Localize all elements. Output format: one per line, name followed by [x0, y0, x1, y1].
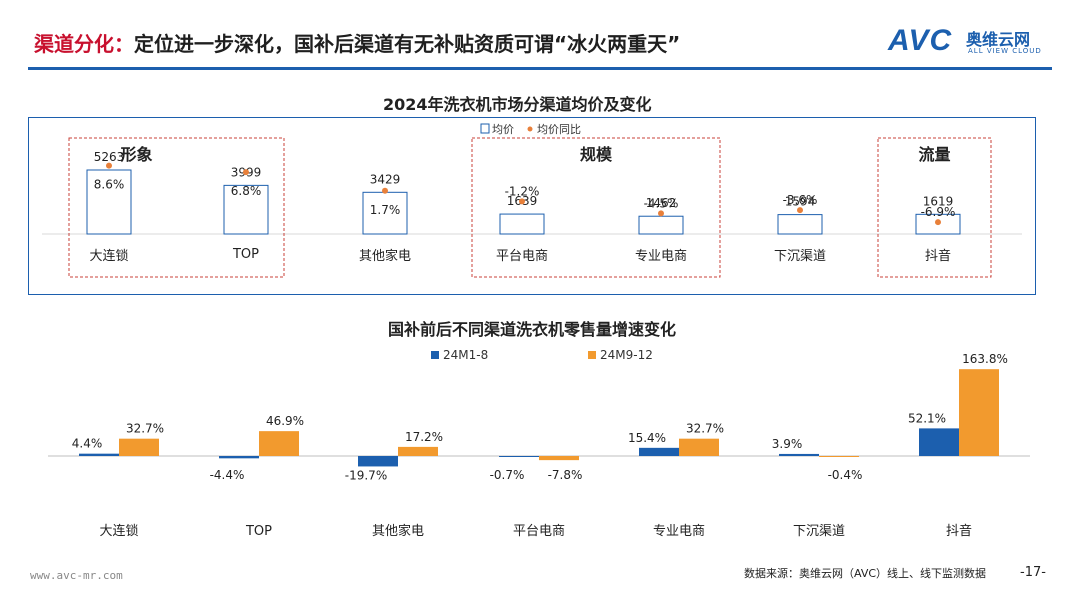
bar-24m1-8: [639, 447, 679, 456]
value-label: 163.8%: [962, 352, 1008, 366]
slide-title: 渠道分化：定位进一步深化，国补后渠道有无补贴资质可谓“冰火两重天”: [34, 28, 680, 57]
footer-url: www.avc-mr.com: [30, 569, 123, 582]
legend-label: 24M1-8: [443, 348, 488, 362]
category-label: 专业电商: [653, 524, 705, 539]
page-number: -17-: [1020, 565, 1046, 580]
price-bar: [223, 184, 269, 235]
legend-swatch: [480, 123, 490, 134]
legend-swatch: [588, 351, 596, 359]
category-label: 其他家电: [372, 523, 424, 539]
value-label: 4.4%: [72, 437, 103, 451]
category-label: 平台电商: [496, 249, 548, 264]
chart1-title: 2024年洗衣机市场分渠道均价及变化: [383, 95, 652, 114]
logo-mark: AVC: [888, 24, 953, 57]
bar-24m9-12: [539, 456, 579, 461]
yoy-dot: [797, 207, 803, 214]
slide-header: 渠道分化：定位进一步深化，国补后渠道有无补贴资质可谓“冰火两重天” AVC 奥维…: [0, 0, 1080, 70]
price-value-label: 1462: [646, 196, 677, 210]
value-label: 17.2%: [405, 430, 443, 444]
value-label: -0.7%: [490, 468, 525, 482]
category-label: 抖音: [925, 248, 951, 264]
value-label: 32.7%: [686, 422, 724, 436]
footer-source: 数据来源：奥维云网（AVC）线上、线下监测数据: [744, 567, 987, 580]
bar-24m9-12: [959, 369, 999, 456]
yoy-value-label: -4.5%: [644, 196, 679, 210]
yoy-dot: [243, 169, 249, 176]
legend-swatch: [431, 351, 439, 359]
price-value-label: 1619: [923, 194, 954, 208]
yoy-dot: [935, 219, 941, 226]
slide-title-text: 定位进一步深化，国补后渠道有无补贴资质可谓“冰火两重天”: [134, 32, 681, 56]
yoy-value-label: 1.7%: [370, 203, 401, 217]
price-value-label: 1594: [785, 195, 816, 209]
bar-24m1-8: [919, 428, 959, 456]
yoy-value-label: 8.6%: [94, 178, 125, 192]
bar-24m9-12: [119, 438, 159, 456]
category-label: 专业电商: [635, 249, 687, 264]
category-label: 其他家电: [359, 248, 411, 264]
category-label: 下沉渠道: [774, 249, 826, 264]
logo-en: ALL VIEW CLOUD: [968, 47, 1042, 55]
price-value-label: 5263: [94, 150, 125, 164]
bar-24m9-12: [679, 438, 719, 456]
category-label: 抖音: [946, 523, 972, 539]
yoy-value-label: -3.6%: [783, 193, 818, 207]
category-label: 大连锁: [89, 248, 128, 264]
price-bar: [499, 213, 545, 235]
bar-24m9-12: [398, 446, 438, 456]
group-label: 规模: [580, 145, 613, 164]
value-label: -0.4%: [828, 468, 863, 482]
bar-24m9-12: [819, 456, 859, 457]
legend-label: 均价同比: [537, 123, 581, 136]
price-value-label: 3429: [370, 172, 401, 186]
value-label: -4.4%: [210, 468, 245, 482]
header-divider: [28, 67, 1052, 70]
group-box: [68, 137, 285, 278]
group-label: 流量: [918, 145, 950, 164]
bar-24m1-8: [358, 456, 398, 467]
legend-label: 均价: [492, 123, 514, 136]
price-bar: [362, 191, 408, 235]
group-label: 形象: [120, 145, 152, 164]
bar-24m1-8: [219, 456, 259, 459]
value-label: -7.8%: [548, 468, 583, 482]
price-bar: [777, 214, 823, 235]
chart2-title: 国补前后不同渠道洗衣机零售量增速变化: [388, 320, 677, 339]
group-box: [471, 137, 721, 278]
category-label: 大连锁: [99, 523, 138, 539]
value-label: 3.9%: [772, 437, 803, 451]
category-label: TOP: [232, 247, 259, 262]
bar-24m1-8: [499, 456, 539, 457]
yoy-value-label: 6.8%: [231, 184, 262, 198]
bar-24m1-8: [79, 453, 119, 456]
value-label: 32.7%: [126, 422, 164, 436]
category-label: 平台电商: [513, 524, 565, 539]
category-label: TOP: [245, 524, 272, 539]
yoy-dot: [658, 210, 664, 217]
yoy-dot: [382, 187, 388, 194]
yoy-value-label: -1.2%: [505, 184, 540, 198]
value-label: 15.4%: [628, 431, 666, 445]
legend-label: 24M9-12: [600, 348, 653, 362]
price-bar: [86, 169, 132, 235]
legend-swatch: [527, 126, 533, 132]
value-label: -19.7%: [345, 468, 387, 482]
yoy-dot: [519, 198, 525, 205]
value-label: 52.1%: [908, 411, 946, 425]
slide-title-accent: 渠道分化：: [34, 32, 134, 56]
group-box: [877, 137, 992, 278]
value-label: 46.9%: [266, 414, 304, 428]
category-label: 下沉渠道: [793, 524, 845, 539]
chart1-frame: [28, 117, 1036, 295]
logo-cn: 奥维云网: [966, 30, 1031, 49]
yoy-dot: [106, 162, 112, 169]
avc-logo: AVC 奥维云网 ALL VIEW CLOUD: [888, 24, 1058, 58]
yoy-value-label: -6.9%: [921, 205, 956, 219]
bar-24m9-12: [259, 431, 299, 456]
bar-24m1-8: [779, 453, 819, 456]
